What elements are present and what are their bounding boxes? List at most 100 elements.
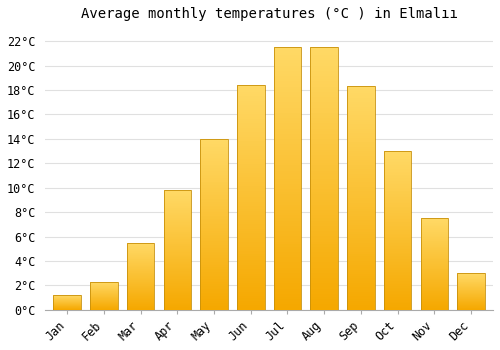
Bar — [200, 214, 228, 216]
Bar — [200, 238, 228, 240]
Bar — [164, 193, 191, 194]
Bar — [310, 291, 338, 294]
Bar — [420, 262, 448, 263]
Bar — [384, 264, 411, 265]
Bar — [310, 284, 338, 286]
Bar — [127, 296, 154, 297]
Bar — [237, 249, 264, 251]
Bar — [274, 150, 301, 152]
Bar — [237, 114, 264, 117]
Bar — [164, 233, 191, 235]
Bar — [237, 229, 264, 231]
Bar — [274, 247, 301, 250]
Bar — [164, 275, 191, 276]
Bar — [347, 289, 374, 292]
Bar — [237, 231, 264, 233]
Bar — [310, 105, 338, 108]
Bar — [420, 268, 448, 270]
Bar — [310, 299, 338, 302]
Bar — [237, 146, 264, 148]
Bar — [458, 307, 485, 308]
Bar — [384, 250, 411, 251]
Bar — [164, 246, 191, 247]
Bar — [347, 140, 374, 142]
Bar — [237, 202, 264, 204]
Bar — [347, 151, 374, 153]
Bar — [54, 295, 81, 310]
Bar — [420, 279, 448, 280]
Bar — [347, 185, 374, 187]
Bar — [200, 199, 228, 201]
Bar — [310, 210, 338, 213]
Bar — [127, 293, 154, 294]
Bar — [310, 97, 338, 100]
Bar — [164, 259, 191, 261]
Bar — [127, 270, 154, 271]
Bar — [458, 300, 485, 301]
Bar — [127, 247, 154, 248]
Bar — [384, 270, 411, 272]
Bar — [384, 268, 411, 270]
Bar — [458, 278, 485, 279]
Bar — [384, 196, 411, 197]
Bar — [384, 267, 411, 268]
Bar — [347, 203, 374, 205]
Bar — [237, 139, 264, 141]
Bar — [347, 111, 374, 113]
Bar — [310, 71, 338, 74]
Bar — [347, 196, 374, 198]
Bar — [310, 163, 338, 166]
Bar — [458, 288, 485, 289]
Bar — [200, 293, 228, 294]
Bar — [310, 192, 338, 194]
Bar — [200, 185, 228, 187]
Bar — [237, 123, 264, 126]
Bar — [164, 296, 191, 298]
Bar — [274, 176, 301, 178]
Bar — [164, 250, 191, 251]
Bar — [347, 86, 374, 89]
Bar — [310, 208, 338, 210]
Bar — [347, 294, 374, 296]
Bar — [420, 237, 448, 238]
Bar — [237, 99, 264, 101]
Bar — [347, 296, 374, 299]
Bar — [310, 281, 338, 284]
Bar — [420, 271, 448, 272]
Bar — [420, 277, 448, 278]
Bar — [164, 227, 191, 229]
Bar — [237, 299, 264, 301]
Bar — [200, 176, 228, 178]
Bar — [200, 271, 228, 272]
Bar — [458, 287, 485, 288]
Bar — [420, 256, 448, 257]
Bar — [200, 253, 228, 255]
Bar — [164, 284, 191, 285]
Bar — [384, 218, 411, 219]
Bar — [347, 176, 374, 178]
Bar — [384, 302, 411, 303]
Bar — [237, 240, 264, 242]
Bar — [384, 151, 411, 310]
Bar — [237, 209, 264, 211]
Bar — [274, 47, 301, 50]
Bar — [127, 266, 154, 267]
Bar — [347, 149, 374, 151]
Bar — [384, 203, 411, 205]
Bar — [420, 231, 448, 232]
Bar — [347, 308, 374, 310]
Bar — [458, 281, 485, 282]
Bar — [127, 265, 154, 266]
Bar — [310, 168, 338, 171]
Bar — [127, 300, 154, 301]
Bar — [347, 113, 374, 116]
Bar — [237, 144, 264, 146]
Bar — [384, 256, 411, 257]
Bar — [164, 221, 191, 222]
Bar — [310, 55, 338, 58]
Bar — [347, 200, 374, 203]
Bar — [200, 201, 228, 202]
Bar — [237, 105, 264, 108]
Bar — [458, 299, 485, 300]
Bar — [237, 193, 264, 195]
